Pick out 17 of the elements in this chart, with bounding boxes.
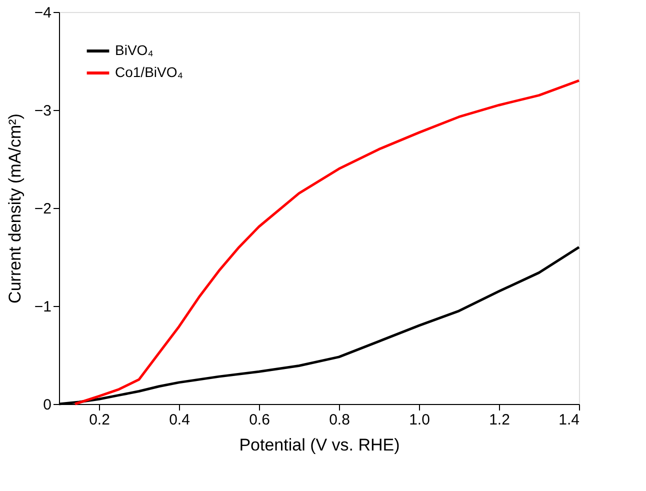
y-tick-label: 0 <box>43 396 52 414</box>
x-tick-label: 1.0 <box>409 412 430 428</box>
x-tick-label: 0.4 <box>169 412 190 428</box>
y-axis-title: Current density (mA/cm²) <box>5 114 24 304</box>
x-tick-label: 0.2 <box>89 412 110 428</box>
x-tick-label: 1.2 <box>489 412 510 428</box>
legend-label: Co1/BiVO₄ <box>115 64 184 80</box>
legend-label: BiVO₄ <box>115 42 154 58</box>
y-tick-label: −1 <box>34 298 52 316</box>
line-series <box>74 79 580 406</box>
y-tick-label: −2 <box>34 200 52 218</box>
x-tick-label: 1.4 <box>558 412 580 428</box>
y-tick-label: −4 <box>34 4 52 22</box>
y-tick-label: −3 <box>34 102 52 120</box>
x-tick-label: 0.8 <box>329 412 350 428</box>
x-axis-title: Potential (V vs. RHE) <box>239 436 400 454</box>
x-tick-label: 0.6 <box>249 412 270 428</box>
